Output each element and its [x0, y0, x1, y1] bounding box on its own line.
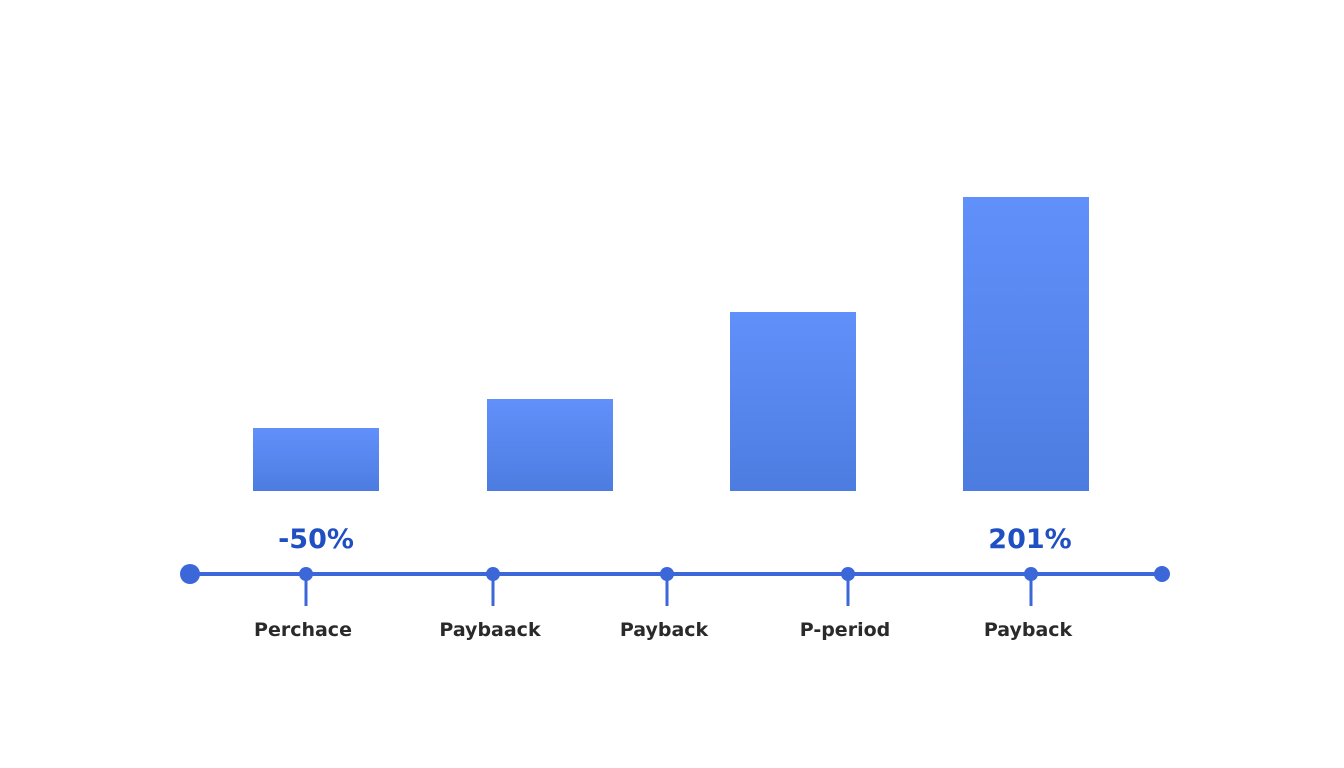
- timeline-label: Perchace: [254, 619, 352, 641]
- annotation: 201%: [988, 524, 1071, 555]
- bar: [253, 428, 379, 491]
- timeline-dot: [299, 567, 313, 581]
- bar: [963, 197, 1089, 491]
- timeline-end-dot: [180, 564, 200, 584]
- bar: [730, 312, 856, 491]
- timeline-end-dot: [1154, 566, 1170, 582]
- timeline-dot: [486, 567, 500, 581]
- timeline-dot: [841, 567, 855, 581]
- timeline-dot: [660, 567, 674, 581]
- annotation: -50%: [278, 524, 354, 555]
- timeline-label: Payback: [620, 619, 709, 641]
- timeline-label: P-period: [800, 619, 891, 641]
- timeline-label: Paybaack: [439, 619, 541, 641]
- timeline-label: Payback: [984, 619, 1073, 641]
- bar: [487, 399, 613, 491]
- timeline-dot: [1024, 567, 1038, 581]
